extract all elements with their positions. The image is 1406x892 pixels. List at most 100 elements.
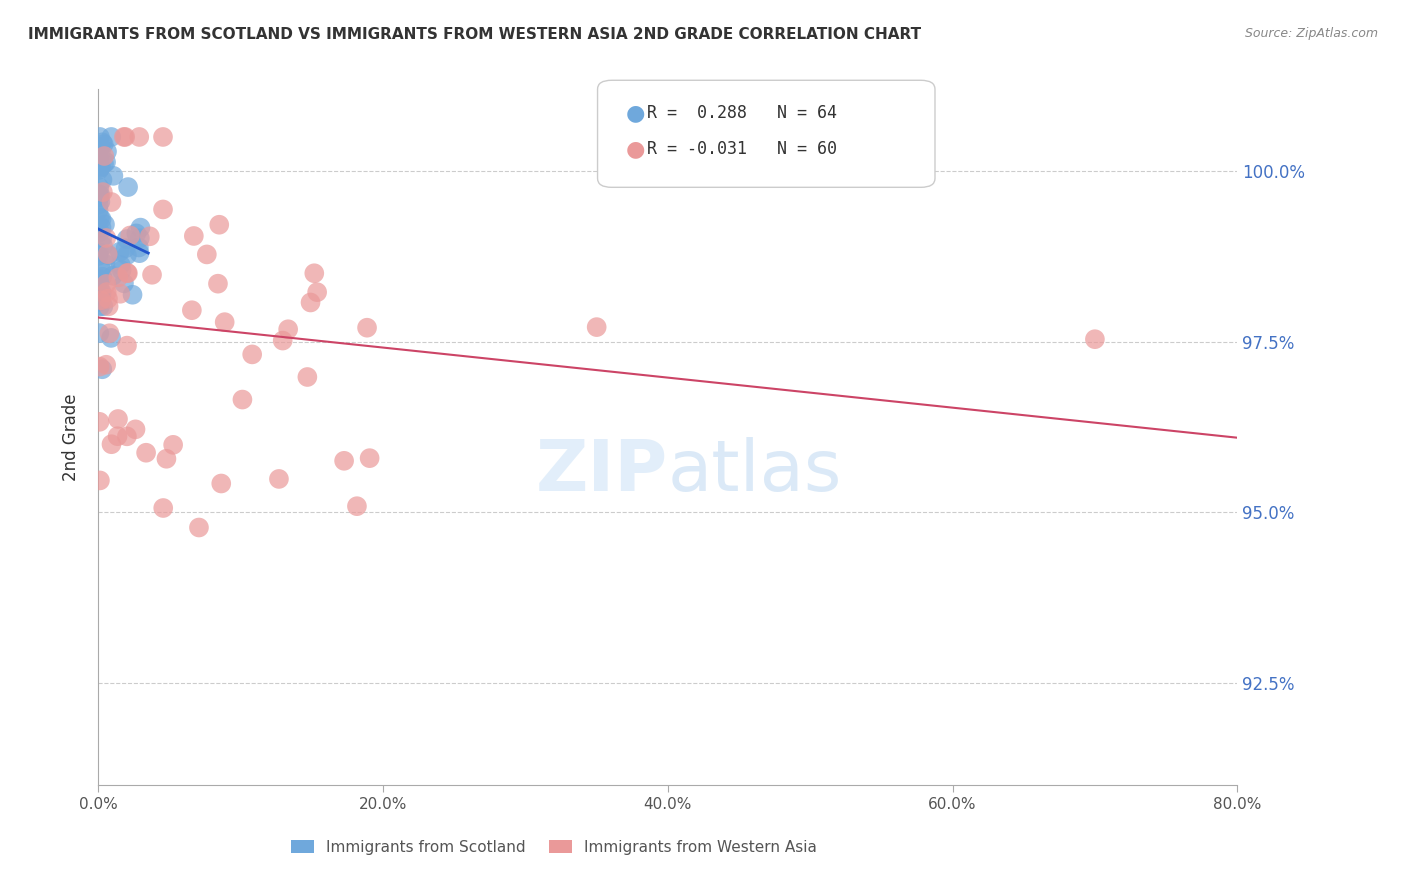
Immigrants from Scotland [93,157,115,171]
Immigrants from Western Asia [333,454,356,468]
Immigrants from Western Asia [240,347,263,361]
Immigrants from Western Asia [359,451,381,466]
Immigrants from Scotland [129,220,152,235]
Immigrants from Scotland [89,161,111,175]
Immigrants from Western Asia [1084,332,1107,346]
Immigrants from Scotland [89,163,111,178]
Immigrants from Western Asia [297,370,319,384]
Immigrants from Scotland [87,140,110,154]
Immigrants from Western Asia [115,429,138,443]
Immigrants from Western Asia [195,247,218,261]
Immigrants from Western Asia [346,499,368,513]
Immigrants from Scotland [100,331,122,345]
Immigrants from Western Asia [100,194,122,209]
Immigrants from Western Asia [155,451,177,466]
Immigrants from Scotland [115,232,138,246]
Immigrants from Scotland [91,173,114,187]
Immigrants from Western Asia [271,334,294,348]
Immigrants from Scotland [90,286,112,301]
Immigrants from Western Asia [97,247,120,261]
Immigrants from Scotland [90,285,112,299]
Legend: Immigrants from Scotland, Immigrants from Western Asia: Immigrants from Scotland, Immigrants fro… [285,833,823,861]
Immigrants from Western Asia [231,392,253,407]
Immigrants from Scotland [87,203,110,218]
Immigrants from Western Asia [120,228,142,243]
Immigrants from Western Asia [107,270,129,285]
Immigrants from Scotland [87,249,110,263]
Immigrants from Scotland [90,145,112,159]
Immigrants from Scotland [89,277,111,292]
Immigrants from Scotland [90,292,112,306]
Immigrants from Scotland [111,263,134,277]
Immigrants from Scotland [94,155,117,169]
Immigrants from Scotland [128,246,150,260]
Immigrants from Scotland [89,130,111,145]
Immigrants from Scotland [87,197,110,211]
Immigrants from Western Asia [110,286,132,301]
Text: ZIP: ZIP [536,437,668,507]
Immigrants from Scotland [89,286,111,301]
Immigrants from Western Asia [115,338,138,352]
Immigrants from Western Asia [112,130,135,145]
Immigrants from Western Asia [135,446,157,460]
Text: Source: ZipAtlas.com: Source: ZipAtlas.com [1244,27,1378,40]
Immigrants from Scotland [89,225,111,239]
Text: ●: ● [626,103,645,123]
Immigrants from Scotland [125,227,148,241]
Immigrants from Western Asia [89,415,111,429]
Immigrants from Western Asia [152,501,174,516]
Immigrants from Western Asia [96,277,118,291]
Immigrants from Western Asia [94,358,117,372]
Immigrants from Western Asia [207,277,229,291]
Immigrants from Scotland [89,140,111,154]
Immigrants from Scotland [89,188,111,202]
Immigrants from Western Asia [267,472,290,486]
Immigrants from Western Asia [93,149,115,163]
Immigrants from Western Asia [585,320,607,334]
Immigrants from Western Asia [91,185,114,199]
Immigrants from Western Asia [180,303,202,318]
Immigrants from Western Asia [97,299,120,313]
Immigrants from Scotland [90,160,112,174]
Immigrants from Western Asia [307,285,329,300]
Text: IMMIGRANTS FROM SCOTLAND VS IMMIGRANTS FROM WESTERN ASIA 2ND GRADE CORRELATION C: IMMIGRANTS FROM SCOTLAND VS IMMIGRANTS F… [28,27,921,42]
Immigrants from Scotland [101,268,124,283]
Immigrants from Scotland [91,239,114,253]
Immigrants from Scotland [89,326,111,340]
Text: ●: ● [626,139,645,159]
Immigrants from Western Asia [89,474,111,488]
Immigrants from Scotland [87,294,110,309]
Immigrants from Scotland [128,240,150,254]
Immigrants from Western Asia [277,322,299,336]
Immigrants from Scotland [97,248,120,262]
Immigrants from Western Asia [188,520,211,534]
Immigrants from Western Asia [152,130,174,145]
Immigrants from Scotland [121,287,143,301]
Immigrants from Scotland [128,231,150,245]
Immigrants from Western Asia [162,438,184,452]
Immigrants from Western Asia [89,359,111,374]
Immigrants from Western Asia [183,229,205,244]
Immigrants from Scotland [90,220,112,235]
Immigrants from Scotland [90,262,112,277]
Immigrants from Scotland [91,136,114,150]
Immigrants from Western Asia [209,476,232,491]
Immigrants from Scotland [114,241,136,255]
Immigrants from Western Asia [128,130,150,145]
Immigrants from Scotland [90,212,112,227]
Immigrants from Scotland [91,230,114,244]
Immigrants from Scotland [89,194,111,209]
Immigrants from Western Asia [152,202,174,217]
Immigrants from Scotland [103,169,125,183]
Immigrants from Western Asia [214,315,236,329]
Immigrants from Scotland [100,130,122,145]
Immigrants from Western Asia [114,130,136,145]
Immigrants from Scotland [89,187,111,202]
Immigrants from Scotland [96,145,118,159]
Immigrants from Scotland [89,211,111,225]
Text: R = -0.031   N = 60: R = -0.031 N = 60 [647,140,837,158]
Immigrants from Scotland [89,190,111,204]
Immigrants from Scotland [112,277,135,291]
Text: atlas: atlas [668,437,842,507]
Immigrants from Scotland [93,299,115,313]
